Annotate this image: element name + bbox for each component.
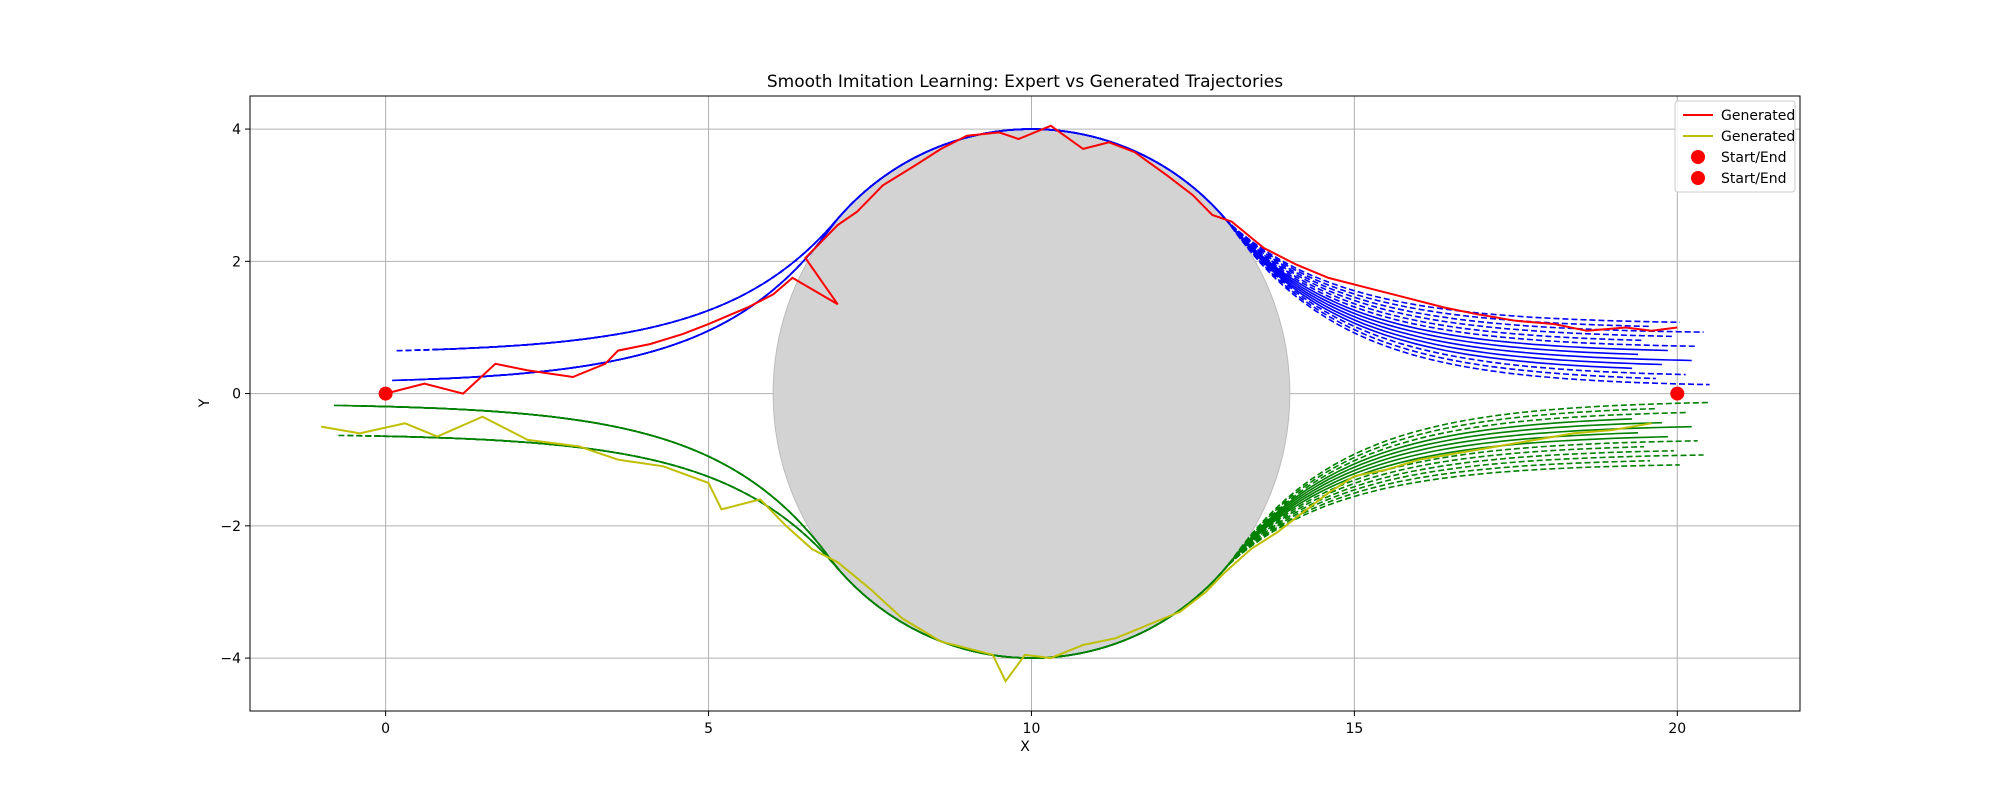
expert-lower-bundle [333,401,1710,659]
y-axis-title: Y [197,398,213,408]
y-tick-label: −4 [220,651,241,667]
y-tick-label: 4 [232,122,241,138]
x-tick-label: 15 [1345,721,1363,737]
chart-title: Smooth Imitation Learning: Expert vs Gen… [767,72,1283,92]
expert-trajectory [383,435,1651,659]
y-tick-label: 2 [232,254,241,270]
x-tick-label: 0 [381,721,390,737]
plot-frame [249,95,1801,712]
axis-ticks: 0 5 10 15 20 −4 −2 0 2 4 [220,122,1686,737]
generated-series-2 [320,415,1652,684]
expert-trajectory [441,128,1651,351]
start-marker [378,386,393,401]
generated-series-1 [385,124,1678,395]
x-tick-label: 5 [704,721,713,737]
x-tick-label: 10 [1023,721,1041,737]
x-axis-title: X [1020,739,1030,755]
x-tick-label: 20 [1668,721,1686,737]
y-tick-label: 0 [232,387,241,403]
legend-label: Start/End [1721,150,1787,166]
obstacle-circle [772,128,1291,659]
legend: Generated Generated Start/End Start/End [1674,100,1796,193]
legend-label: Generated [1721,108,1795,124]
legend-swatch-marker [1691,150,1705,164]
y-tick-label: −2 [220,519,241,535]
end-marker [1670,386,1685,401]
legend-box [1674,100,1796,193]
plot-area [320,124,1710,684]
legend-swatch-marker [1691,171,1705,185]
legend-label: Start/End [1721,171,1787,187]
legend-label: Generated [1721,129,1795,145]
